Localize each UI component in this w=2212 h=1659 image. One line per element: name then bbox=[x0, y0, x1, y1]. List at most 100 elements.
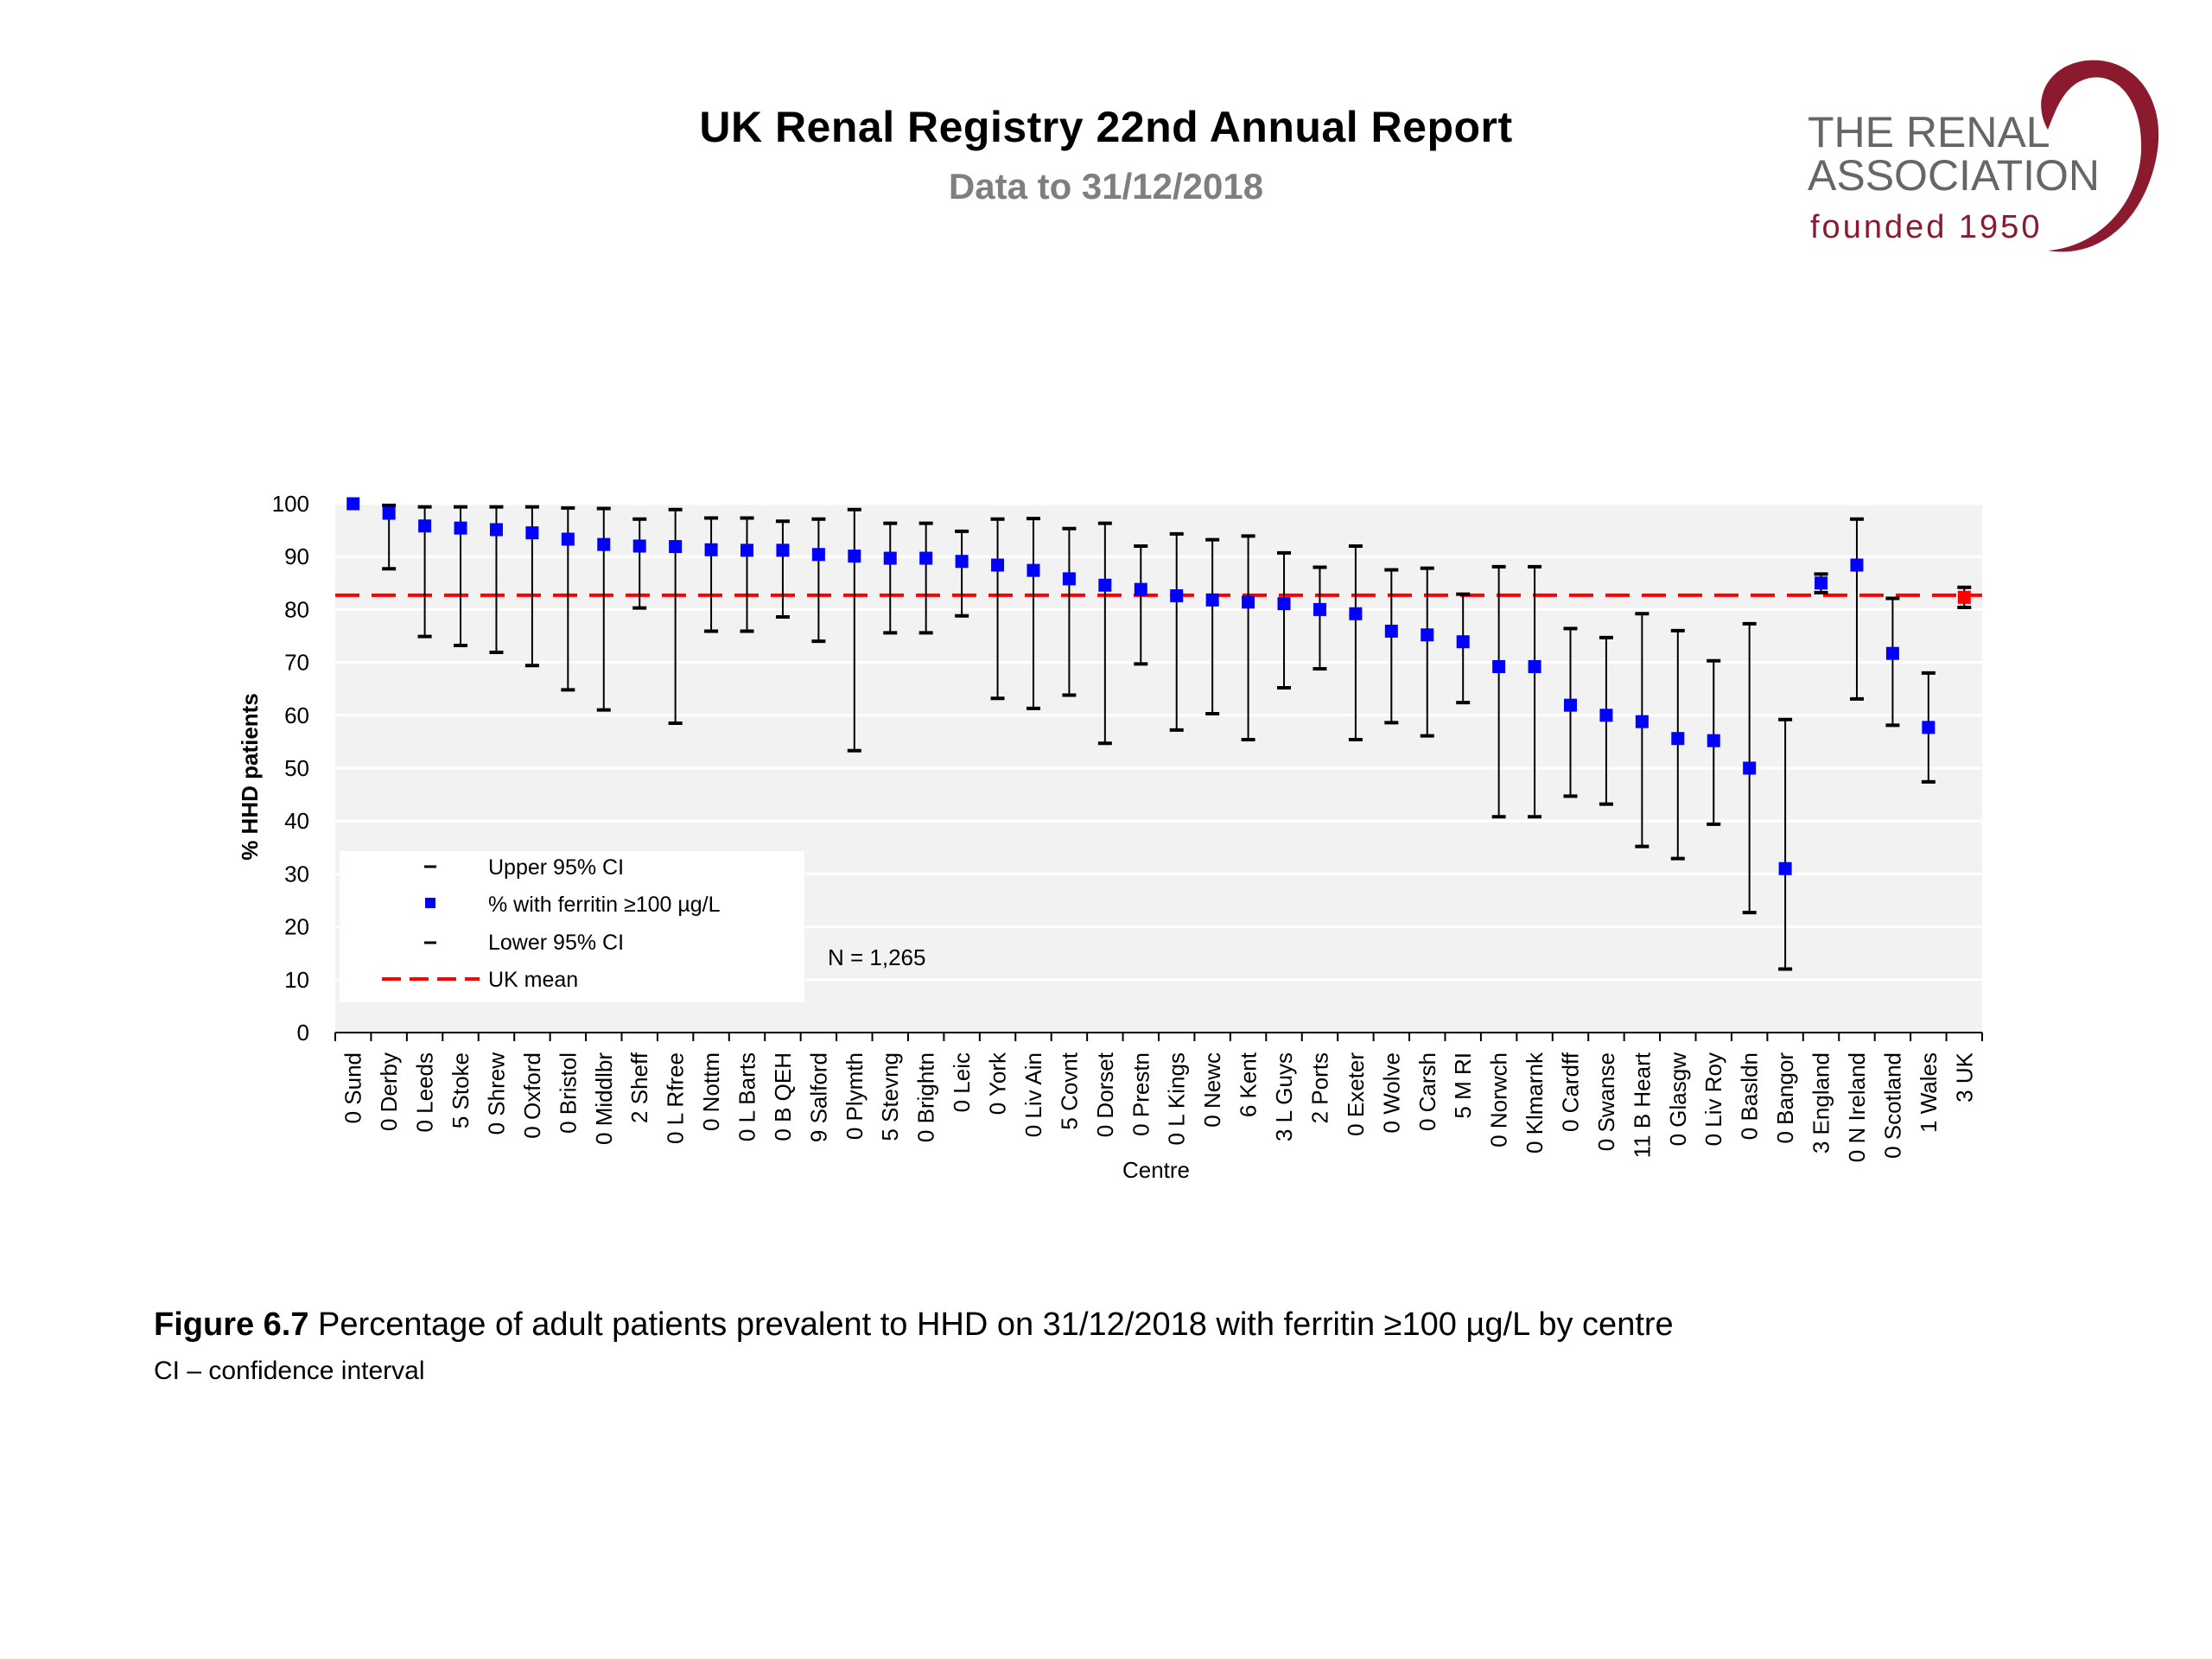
data-point bbox=[1707, 734, 1720, 747]
logo-line2: ASSOCIATION bbox=[1808, 151, 2100, 200]
data-point bbox=[991, 558, 1005, 572]
data-point bbox=[1456, 635, 1470, 649]
legend-box bbox=[340, 851, 804, 1002]
data-point bbox=[848, 550, 861, 563]
legend-label-mean: UK mean bbox=[488, 968, 578, 992]
y-tick-label: 0 bbox=[297, 1020, 309, 1046]
x-tick-label: 5 M RI bbox=[1450, 1052, 1476, 1119]
x-tick-label: 0 Klmarnk bbox=[1522, 1052, 1548, 1154]
x-tick-label: 5 Stevng bbox=[877, 1052, 903, 1141]
page-title: UK Renal Registry 22nd Annual Report bbox=[699, 103, 1513, 151]
y-tick-label: 60 bbox=[284, 702, 309, 728]
x-axis-title: Centre bbox=[1122, 1157, 1190, 1183]
data-point bbox=[741, 543, 753, 557]
data-point bbox=[704, 543, 718, 556]
data-point bbox=[489, 523, 503, 537]
x-tick-label: 0 Newc bbox=[1199, 1052, 1225, 1128]
x-tick-label: 0 Sund bbox=[340, 1052, 366, 1123]
logo-swoosh bbox=[2041, 60, 2159, 252]
x-tick-label: 0 Norwch bbox=[1486, 1052, 1512, 1147]
x-tick-label: 2 Ports bbox=[1306, 1052, 1332, 1123]
x-tick-label: 0 N Ireland bbox=[1844, 1052, 1870, 1162]
x-tick-label: 0 Oxford bbox=[519, 1052, 545, 1139]
x-tick-label: 0 B QEH bbox=[770, 1052, 796, 1141]
x-tick-label: 9 Salford bbox=[805, 1052, 831, 1142]
x-tick-label: 0 Leeds bbox=[412, 1052, 438, 1133]
data-point bbox=[1242, 595, 1255, 609]
logo-line3: founded 1950 bbox=[1810, 209, 2042, 245]
data-point bbox=[1205, 593, 1219, 607]
legend-point-marker bbox=[425, 898, 435, 908]
x-tick-label: 5 Stoke bbox=[448, 1052, 474, 1128]
x-tick-label: 0 Bristol bbox=[555, 1052, 581, 1134]
x-tick-label: 5 Covnt bbox=[1056, 1052, 1082, 1129]
data-point bbox=[919, 551, 933, 565]
data-point bbox=[1134, 582, 1147, 596]
data-point bbox=[1492, 659, 1506, 673]
legend-label-point: % with ferritin ≥100 µg/L bbox=[488, 893, 721, 917]
x-tick-label: 0 Brightn bbox=[913, 1052, 939, 1142]
x-tick-label: 11 B Heart bbox=[1629, 1052, 1655, 1158]
data-point bbox=[632, 539, 646, 553]
uk-data-point bbox=[1957, 590, 1971, 604]
x-tick-label: 0 York bbox=[985, 1052, 1011, 1115]
legend: Upper 95% CI % with ferritin ≥100 µg/L L… bbox=[340, 851, 804, 1002]
y-tick-label: 100 bbox=[272, 491, 309, 517]
legend-label-lower: Lower 95% CI bbox=[488, 931, 624, 955]
data-point bbox=[525, 526, 539, 540]
ferritin-chart: 0 10 20 30 40 50 60 70 80 90 100 0 Sund 0 Derby 0 Le… bbox=[237, 491, 1983, 1183]
x-tick-label: 0 L Rfree bbox=[663, 1052, 689, 1144]
x-tick-label: 1 Wales bbox=[1916, 1052, 1942, 1133]
data-point bbox=[1170, 588, 1184, 602]
data-point bbox=[561, 532, 575, 546]
data-point bbox=[1098, 578, 1112, 592]
x-tick-label: 0 Swanse bbox=[1593, 1052, 1619, 1151]
data-marks bbox=[346, 497, 1972, 971]
x-tick-label: 0 Basldn bbox=[1737, 1052, 1763, 1140]
gridlines bbox=[335, 502, 1982, 982]
x-tick-label: 3 L Guys bbox=[1271, 1052, 1297, 1141]
n-annotation: N = 1,265 bbox=[828, 944, 925, 970]
data-point bbox=[1671, 732, 1685, 746]
x-tick-label: 0 Cardff bbox=[1558, 1052, 1584, 1132]
data-point bbox=[1277, 597, 1291, 611]
x-tick-label: 0 Dorset bbox=[1092, 1052, 1118, 1137]
data-point bbox=[1922, 721, 1936, 734]
data-point bbox=[1778, 861, 1792, 875]
data-point bbox=[1421, 628, 1434, 642]
legend-label-upper: Upper 95% CI bbox=[488, 855, 624, 880]
x-tick-label: 6 Kent bbox=[1236, 1052, 1262, 1117]
y-axis: 0 10 20 30 40 50 60 70 80 90 100 bbox=[272, 491, 309, 1046]
data-point bbox=[1564, 698, 1577, 712]
data-point bbox=[382, 506, 396, 520]
caption-text: Percentage of adult patients prevalent t… bbox=[308, 1306, 1674, 1343]
data-point bbox=[1850, 558, 1864, 572]
data-point bbox=[1635, 715, 1649, 728]
x-tick-label: 0 Shrew bbox=[483, 1052, 509, 1135]
data-point bbox=[1885, 646, 1899, 660]
data-point bbox=[1349, 607, 1363, 620]
x-tick-label: 0 L Kings bbox=[1164, 1052, 1190, 1145]
y-tick-label: 10 bbox=[284, 967, 309, 993]
data-point bbox=[597, 537, 611, 551]
x-tick-label: 0 Liv Roy bbox=[1700, 1052, 1726, 1146]
data-point bbox=[776, 543, 790, 557]
data-point bbox=[1027, 563, 1040, 577]
x-tick-label: 0 Carsh bbox=[1414, 1052, 1440, 1131]
data-point bbox=[1384, 624, 1398, 638]
x-tick-label: 0 Middlbr bbox=[591, 1052, 617, 1145]
data-point bbox=[1313, 602, 1326, 616]
logo-line1: THE RENAL bbox=[1808, 108, 2050, 156]
x-tick-label: 0 Leic bbox=[949, 1052, 975, 1112]
y-tick-label: 30 bbox=[284, 861, 309, 887]
x-tick-label: 0 Liv Ain bbox=[1020, 1052, 1046, 1137]
page-subtitle: Data to 31/12/2018 bbox=[948, 166, 1264, 207]
data-point bbox=[1743, 761, 1757, 775]
x-tick-label: 0 Nottm bbox=[698, 1052, 724, 1131]
y-tick-label: 40 bbox=[284, 808, 309, 834]
y-axis-title: % HHD patients bbox=[237, 693, 263, 861]
data-point bbox=[418, 519, 432, 533]
data-point bbox=[1815, 576, 1828, 590]
data-point bbox=[1062, 572, 1076, 586]
data-point bbox=[883, 551, 897, 565]
